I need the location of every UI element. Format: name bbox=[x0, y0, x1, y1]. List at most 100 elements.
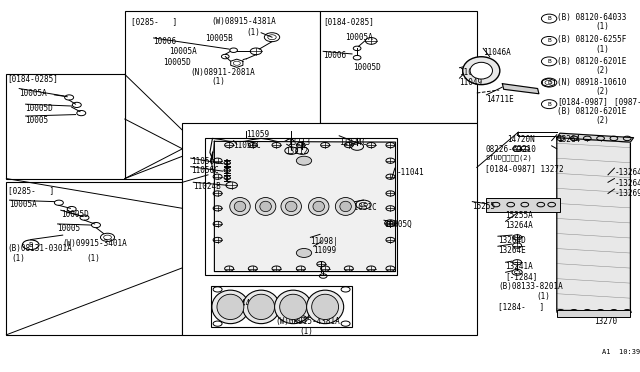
Ellipse shape bbox=[307, 290, 344, 324]
Text: (1): (1) bbox=[211, 77, 225, 86]
Text: (2): (2) bbox=[595, 116, 609, 125]
Bar bbox=[320, 11, 477, 123]
Bar bbox=[182, 123, 477, 335]
Text: -13264D: -13264D bbox=[614, 179, 640, 187]
Text: 13212: 13212 bbox=[285, 147, 308, 156]
Text: (B) 08120-6201E: (B) 08120-6201E bbox=[557, 57, 626, 65]
Text: [0184-0987]: [0184-0987] bbox=[557, 97, 607, 106]
Text: 10005D: 10005D bbox=[163, 58, 191, 67]
Text: 11024C: 11024C bbox=[339, 138, 367, 147]
Text: [0184-0987] 13272: [0184-0987] 13272 bbox=[485, 164, 564, 173]
Text: (2): (2) bbox=[595, 66, 609, 75]
Text: (1): (1) bbox=[595, 22, 609, 31]
Text: (1): (1) bbox=[300, 327, 314, 336]
Text: (N) 08918-10610: (N) 08918-10610 bbox=[557, 78, 626, 87]
Ellipse shape bbox=[281, 198, 301, 215]
Bar bbox=[211, 286, 352, 327]
Text: 10005Q: 10005Q bbox=[384, 220, 412, 229]
Ellipse shape bbox=[234, 201, 246, 212]
Text: 13264E: 13264E bbox=[498, 246, 525, 255]
Ellipse shape bbox=[243, 290, 280, 324]
Text: 10005: 10005 bbox=[58, 224, 81, 233]
Text: [0184-0285]: [0184-0285] bbox=[8, 74, 58, 83]
Text: (B) 08120-6255F: (B) 08120-6255F bbox=[557, 35, 626, 44]
Text: 13264: 13264 bbox=[557, 135, 580, 144]
Bar bbox=[486, 198, 560, 212]
Text: 11046A: 11046A bbox=[483, 48, 511, 57]
Text: [0285-   ]: [0285- ] bbox=[131, 17, 177, 26]
Text: 10005D: 10005D bbox=[353, 63, 381, 72]
Ellipse shape bbox=[463, 57, 500, 84]
Text: [-1284]: [-1284] bbox=[506, 272, 538, 281]
Text: 11044: 11044 bbox=[227, 299, 250, 308]
Text: 13264D: 13264D bbox=[498, 236, 525, 245]
Bar bbox=[557, 310, 630, 317]
Text: 11051C: 11051C bbox=[349, 203, 376, 212]
Text: B: B bbox=[547, 80, 551, 85]
Text: (1): (1) bbox=[536, 292, 550, 301]
Text: STUDスタッド(2): STUDスタッド(2) bbox=[485, 154, 532, 161]
Ellipse shape bbox=[260, 201, 271, 212]
Text: B: B bbox=[547, 59, 551, 64]
Text: 10005A: 10005A bbox=[10, 200, 37, 209]
Text: (B) 08120-64033: (B) 08120-64033 bbox=[557, 13, 626, 22]
Bar bbox=[6, 182, 182, 335]
Text: -13264A: -13264A bbox=[614, 168, 640, 177]
Text: (W)08915-4381A: (W)08915-4381A bbox=[211, 17, 276, 26]
Text: 14720N: 14720N bbox=[507, 135, 534, 144]
Polygon shape bbox=[502, 84, 539, 94]
Ellipse shape bbox=[255, 198, 276, 215]
Text: -13269: -13269 bbox=[614, 189, 640, 198]
Text: -11041: -11041 bbox=[397, 168, 424, 177]
Text: 08226-62210: 08226-62210 bbox=[485, 145, 536, 154]
Ellipse shape bbox=[248, 294, 275, 320]
Text: 10006: 10006 bbox=[154, 37, 177, 46]
Text: [0285-   ]: [0285- ] bbox=[8, 186, 54, 195]
Text: (1): (1) bbox=[246, 28, 260, 37]
Polygon shape bbox=[557, 138, 630, 316]
Text: (1): (1) bbox=[12, 254, 26, 263]
Text: (N)08911-2081A: (N)08911-2081A bbox=[191, 68, 255, 77]
Text: 11046: 11046 bbox=[460, 68, 483, 77]
Text: 11099: 11099 bbox=[314, 246, 337, 255]
Text: 11024B: 11024B bbox=[193, 182, 221, 190]
Text: (B) 08120-6201E: (B) 08120-6201E bbox=[557, 107, 626, 116]
Text: [0184-0285]: [0184-0285] bbox=[323, 17, 374, 26]
Text: 14711E: 14711E bbox=[486, 95, 514, 104]
Ellipse shape bbox=[335, 198, 356, 215]
Text: 13241A: 13241A bbox=[506, 262, 533, 271]
Text: 11049: 11049 bbox=[460, 78, 483, 87]
Ellipse shape bbox=[275, 290, 312, 324]
Text: B: B bbox=[547, 16, 551, 21]
Circle shape bbox=[296, 248, 312, 257]
Text: 10005A: 10005A bbox=[170, 46, 197, 55]
Text: [0987-   ]: [0987- ] bbox=[614, 97, 640, 106]
Text: 10005B: 10005B bbox=[205, 34, 232, 43]
Text: 10005: 10005 bbox=[26, 116, 49, 125]
Ellipse shape bbox=[212, 290, 249, 324]
Text: (1): (1) bbox=[595, 45, 609, 54]
Ellipse shape bbox=[217, 294, 244, 320]
Text: 11056: 11056 bbox=[191, 157, 214, 166]
Text: 11056C: 11056C bbox=[234, 141, 261, 150]
Bar bbox=[125, 11, 320, 179]
Text: 10005A: 10005A bbox=[19, 89, 47, 97]
Polygon shape bbox=[214, 141, 396, 272]
Text: 10005A: 10005A bbox=[346, 33, 373, 42]
Bar bbox=[6, 74, 125, 179]
Text: (W)09915-3401A: (W)09915-3401A bbox=[63, 239, 127, 248]
Ellipse shape bbox=[312, 294, 339, 320]
Text: B: B bbox=[547, 102, 551, 107]
Text: 10005D: 10005D bbox=[61, 210, 88, 219]
Text: (2): (2) bbox=[595, 87, 609, 96]
Polygon shape bbox=[557, 133, 634, 142]
Circle shape bbox=[296, 156, 312, 165]
Ellipse shape bbox=[313, 201, 324, 212]
Text: 11098|: 11098| bbox=[310, 237, 338, 246]
Ellipse shape bbox=[280, 294, 307, 320]
Text: 15255: 15255 bbox=[472, 202, 495, 211]
Text: B: B bbox=[29, 242, 33, 248]
Ellipse shape bbox=[470, 62, 493, 79]
Text: (W)08915-4381A: (W)08915-4381A bbox=[275, 317, 340, 326]
Text: 11059: 11059 bbox=[246, 130, 269, 139]
